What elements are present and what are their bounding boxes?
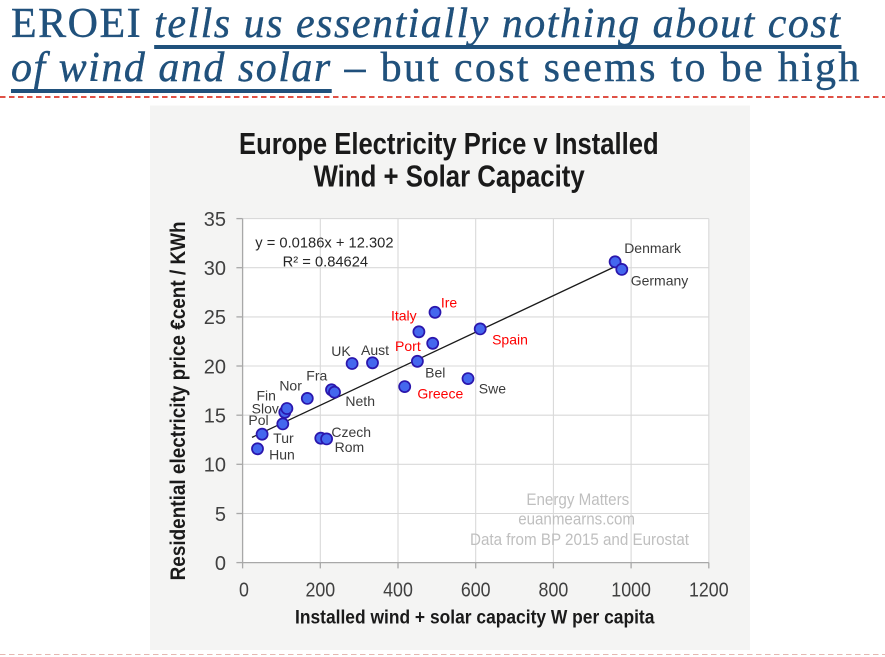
svg-text:R² = 0.84624: R² = 0.84624 <box>283 255 368 271</box>
svg-text:Slov: Slov <box>252 400 279 416</box>
svg-text:1200: 1200 <box>689 579 729 601</box>
svg-text:Greece: Greece <box>417 385 463 401</box>
svg-text:10: 10 <box>204 455 226 477</box>
svg-text:Installed wind + solar capacit: Installed wind + solar capacity W per ca… <box>295 608 655 629</box>
svg-text:Fin: Fin <box>256 387 275 403</box>
svg-text:UK: UK <box>331 343 351 359</box>
svg-text:15: 15 <box>204 406 226 428</box>
svg-text:400: 400 <box>383 579 413 601</box>
svg-text:euanmearns.com: euanmearns.com <box>518 510 635 528</box>
svg-text:Rom: Rom <box>335 439 365 455</box>
svg-text:Neth: Neth <box>345 393 375 409</box>
svg-text:y = 0.0186x + 12.302: y = 0.0186x + 12.302 <box>255 235 393 251</box>
svg-text:30: 30 <box>204 258 226 280</box>
svg-text:Hun: Hun <box>269 447 295 463</box>
svg-text:Denmark: Denmark <box>624 240 682 256</box>
svg-text:20: 20 <box>204 356 226 378</box>
svg-text:Wind + Solar Capacity: Wind + Solar Capacity <box>314 159 586 194</box>
svg-text:1000: 1000 <box>611 579 651 601</box>
svg-text:Pol: Pol <box>248 412 268 428</box>
svg-text:600: 600 <box>461 579 491 601</box>
svg-text:Nor: Nor <box>279 377 302 393</box>
svg-text:Aust: Aust <box>361 342 389 358</box>
svg-text:Data from BP 2015 and Eurostat: Data from BP 2015 and Eurostat <box>470 531 689 549</box>
svg-text:Fra: Fra <box>306 367 327 383</box>
svg-text:Ire: Ire <box>441 295 458 311</box>
svg-text:200: 200 <box>305 579 335 601</box>
svg-text:0: 0 <box>239 579 249 601</box>
svg-text:Spain: Spain <box>492 331 528 347</box>
svg-text:5: 5 <box>215 504 226 526</box>
svg-text:Europe Electricity Price v Ins: Europe Electricity Price v Installed <box>239 126 659 161</box>
svg-text:Residential electricity price: Residential electricity price €cent / KW… <box>167 221 190 580</box>
svg-text:Tur: Tur <box>273 430 294 446</box>
svg-text:Germany: Germany <box>631 273 689 289</box>
svg-text:Bel: Bel <box>425 364 445 380</box>
svg-text:25: 25 <box>204 307 226 329</box>
svg-text:Swe: Swe <box>479 381 506 397</box>
svg-text:Port: Port <box>395 338 421 354</box>
svg-text:Italy: Italy <box>391 308 417 324</box>
svg-text:0: 0 <box>215 553 226 575</box>
svg-text:800: 800 <box>539 579 569 601</box>
svg-text:35: 35 <box>204 209 226 231</box>
svg-text:Energy Matters: Energy Matters <box>526 491 629 509</box>
svg-text:Czech: Czech <box>331 424 371 440</box>
